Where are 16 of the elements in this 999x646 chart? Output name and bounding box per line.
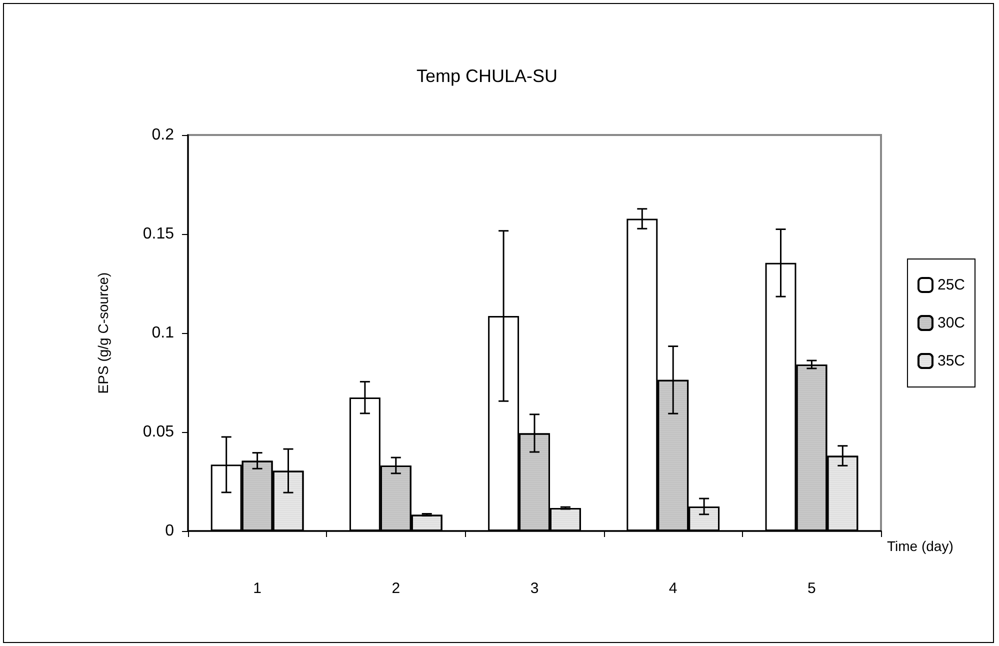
y-axis-title: EPS (g/g C-source) (95, 272, 111, 394)
legend-label: 25C (937, 276, 966, 294)
y-tick-label: 0 (165, 522, 174, 540)
chart-title: Temp CHULA-SU (416, 66, 558, 86)
y-tick-label: 0.05 (142, 424, 174, 440)
y-tick-label: 0.15 (142, 226, 174, 242)
x-tick-label: 3 (530, 580, 539, 597)
x-tick-label: 4 (668, 580, 678, 597)
y-tick-label: 0.1 (152, 324, 174, 342)
legend-label: 30C (937, 314, 966, 332)
legend-label: 35C (937, 352, 966, 370)
y-tick-label: 0.2 (152, 126, 174, 144)
x-tick-label: 5 (808, 580, 816, 597)
x-axis-title: Time (day) (887, 538, 954, 554)
x-tick-label: 2 (392, 580, 400, 597)
x-tick-label: 1 (253, 580, 262, 597)
